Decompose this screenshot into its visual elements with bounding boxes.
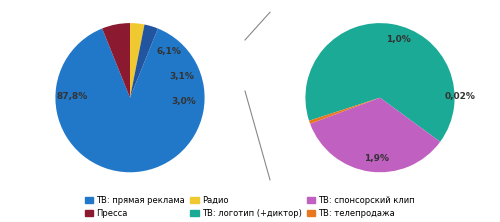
Wedge shape [56, 28, 204, 172]
Wedge shape [130, 24, 158, 98]
Text: 0,02%: 0,02% [445, 92, 476, 101]
Wedge shape [306, 23, 454, 142]
Wedge shape [130, 23, 144, 98]
Wedge shape [309, 98, 380, 124]
Wedge shape [310, 98, 440, 172]
Wedge shape [102, 23, 130, 98]
Legend: ТВ: прямая реклама, Пресса, Радио, ТВ: логотип (+диктор), ТВ: спонсорский клип, : ТВ: прямая реклама, Пресса, Радио, ТВ: л… [85, 196, 415, 218]
Text: 3,0%: 3,0% [172, 97, 196, 106]
Text: 1,0%: 1,0% [386, 35, 411, 44]
Text: 1,9%: 1,9% [364, 154, 389, 163]
Text: 6,1%: 6,1% [156, 47, 181, 56]
Text: 3,1%: 3,1% [170, 72, 194, 81]
Text: 87,8%: 87,8% [56, 92, 88, 101]
